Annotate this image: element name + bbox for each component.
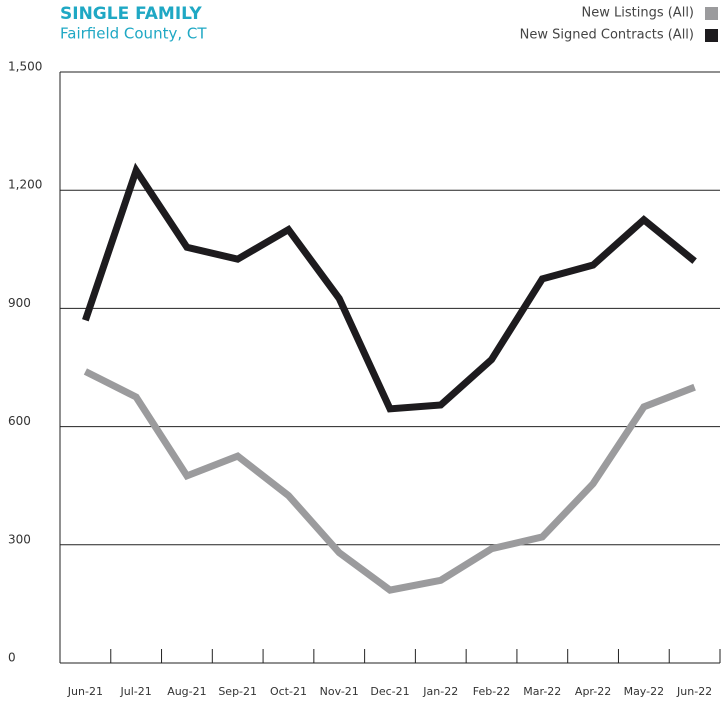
x-tick-label: Jul-21 — [120, 685, 152, 698]
series-line — [82, 162, 697, 413]
chart-title: SINGLE FAMILY — [60, 4, 202, 24]
x-tick-label: Feb-22 — [473, 685, 510, 698]
legend-label: New Signed Contracts (All) — [520, 28, 694, 43]
y-tick-label: 1,200 — [8, 178, 42, 192]
legend-label: New Listings (All) — [582, 6, 694, 21]
x-tick-label: May-22 — [624, 685, 665, 698]
x-tick-label: Sep-21 — [218, 685, 257, 698]
y-tick-label: 300 — [8, 532, 31, 546]
x-tick-label: Jun-21 — [67, 685, 103, 698]
y-tick-label: 900 — [8, 296, 31, 310]
x-tick-label: Dec-21 — [370, 685, 409, 698]
series-line — [83, 368, 696, 594]
x-tick-label: Mar-22 — [523, 685, 561, 698]
legend-swatch — [705, 7, 718, 20]
x-tick-label: Oct-21 — [270, 685, 307, 698]
x-tick-label: Aug-21 — [167, 685, 206, 698]
y-tick-label: 1,500 — [8, 60, 42, 74]
x-tick-label: Apr-22 — [575, 685, 611, 698]
legend-swatch — [705, 29, 718, 42]
y-tick-label: 600 — [8, 414, 31, 428]
x-tick-label: Nov-21 — [320, 685, 359, 698]
x-tick-label: Jun-22 — [676, 685, 712, 698]
chart-subtitle: Fairfield County, CT — [60, 25, 207, 43]
y-tick-label: 0 — [8, 651, 16, 665]
x-tick-label: Jan-22 — [422, 685, 458, 698]
